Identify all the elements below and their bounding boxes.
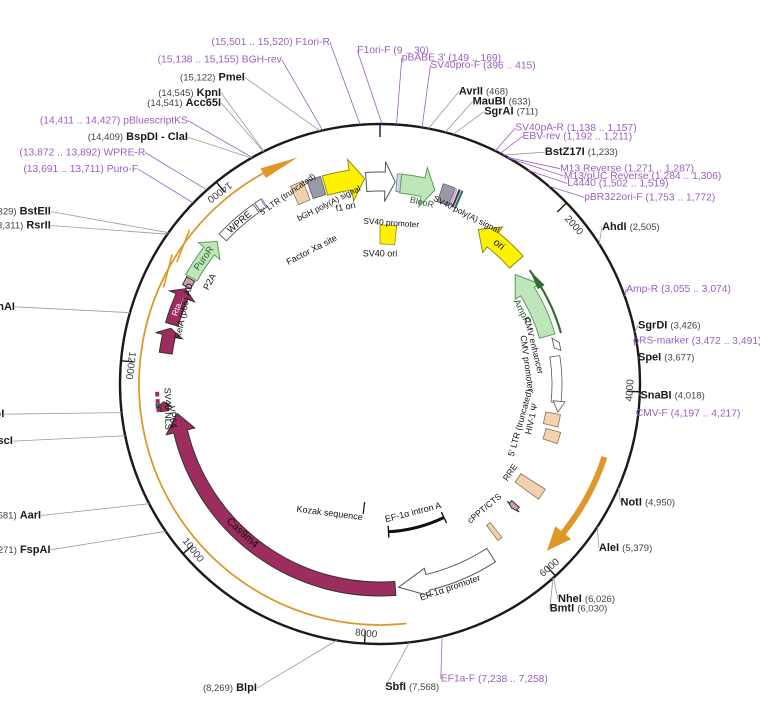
svg-text:SpeI (3,677): SpeI (3,677): [638, 351, 694, 363]
svg-text:pRS-marker (3,472 .. 3,491): pRS-marker (3,472 .. 3,491): [633, 336, 760, 347]
svg-text:(13,329) BstEII: (13,329) BstEII: [0, 206, 51, 218]
svg-text:NotI (4,950): NotI (4,950): [621, 497, 676, 509]
svg-text:EBV-rev (1,192 .. 1,211): EBV-rev (1,192 .. 1,211): [523, 131, 633, 142]
svg-text:(14,411 .. 14,427) pBluescrip: (14,411 .. 14,427) pBluescriptKS: [40, 115, 188, 126]
svg-text:SnaBI (4,018): SnaBI (4,018): [640, 390, 704, 402]
svg-text:(8,269) BlpI: (8,269) BlpI: [203, 682, 257, 694]
svg-text:8000: 8000: [355, 627, 379, 640]
svg-text:SgrAI (711): SgrAI (711): [484, 106, 538, 118]
svg-text:(15,501 .. 15,520) F1ori-R: (15,501 .. 15,520) F1ori-R: [211, 37, 329, 48]
svg-text:pBR322ori-F (1,753 .. 1,772): pBR322ori-F (1,753 .. 1,772): [584, 192, 715, 203]
svg-text:(10,581) AarI: (10,581) AarI: [0, 509, 41, 521]
svg-text:(14,541) Acc65I: (14,541) Acc65I: [147, 97, 221, 109]
svg-text:(14,409) BspDI - ClaI: (14,409) BspDI - ClaI: [88, 131, 188, 143]
svg-text:(15,122) PmeI: (15,122) PmeI: [180, 71, 245, 83]
svg-text:SV40pro-F (396 .. 415): SV40pro-F (396 .. 415): [430, 60, 535, 71]
svg-text:SgrDI (3,426): SgrDI (3,426): [638, 319, 701, 331]
svg-text:L4440 (1,502 .. 1,519): L4440 (1,502 .. 1,519): [567, 178, 668, 189]
svg-text:AleI (5,379): AleI (5,379): [599, 542, 652, 554]
svg-text:SV40 ori: SV40 ori: [363, 248, 398, 258]
svg-text:4000: 4000: [624, 378, 637, 401]
svg-text:BmtI (6,030): BmtI (6,030): [550, 603, 608, 615]
svg-text:(12,471) PshAI: (12,471) PshAI: [0, 301, 15, 313]
svg-text:BstZ17I (1,233): BstZ17I (1,233): [545, 146, 618, 158]
svg-text:(11,501) BsrGI: (11,501) BsrGI: [0, 408, 4, 420]
svg-text:AhdI (2,505): AhdI (2,505): [602, 221, 660, 233]
svg-text:(10,271) FspAI: (10,271) FspAI: [0, 544, 51, 556]
svg-text:SV40 NLS: SV40 NLS: [163, 388, 174, 430]
svg-text:(13,311) RsrII: (13,311) RsrII: [0, 219, 51, 231]
svg-text:SbfI (7,568): SbfI (7,568): [385, 681, 439, 693]
svg-text:(13,691 .. 13,711) Puro-F: (13,691 .. 13,711) Puro-F: [23, 164, 138, 175]
svg-text:(11,276) AscI: (11,276) AscI: [0, 435, 13, 447]
svg-text:(13,872 .. 13,892) WPRE-R: (13,872 .. 13,892) WPRE-R: [19, 147, 145, 158]
svg-text:EF1a-F (7,238 .. 7,258): EF1a-F (7,238 .. 7,258): [441, 674, 548, 685]
svg-text:(15,138 .. 15,155) BGH-rev: (15,138 .. 15,155) BGH-rev: [158, 55, 283, 66]
svg-text:Amp-R (3,055 .. 3,074): Amp-R (3,055 .. 3,074): [626, 284, 731, 295]
svg-text:CMV-F (4,197 .. 4,217): CMV-F (4,197 .. 4,217): [636, 408, 741, 419]
